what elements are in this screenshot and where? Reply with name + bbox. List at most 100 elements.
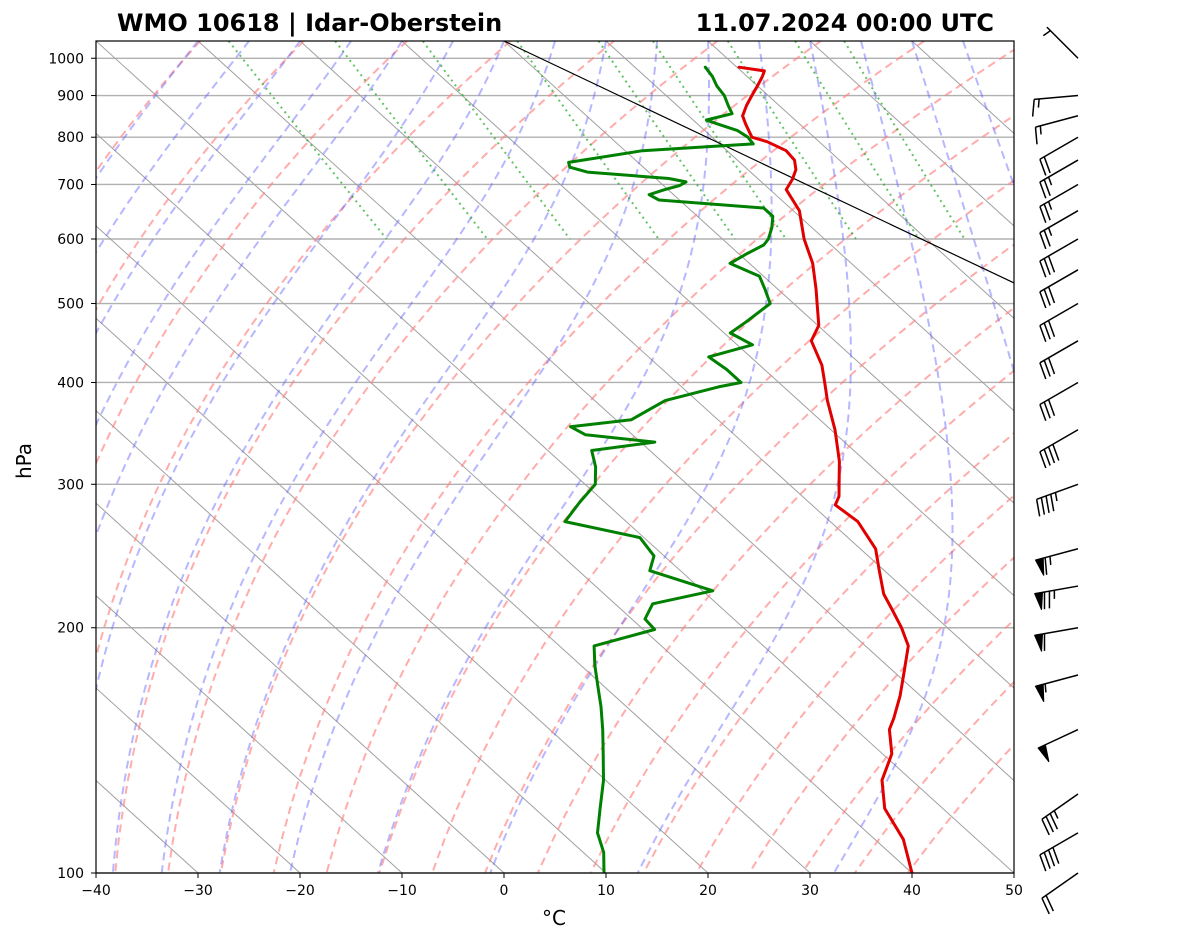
dry-adiabat-line — [589, 369, 1014, 873]
moist-adiabat-line — [96, 41, 301, 336]
wind-barb — [1039, 429, 1079, 469]
isotherm-line — [96, 317, 709, 873]
dry-adiabat-line — [96, 41, 305, 312]
y-tick-label: 300 — [57, 477, 84, 493]
plot-frame — [95, 40, 1015, 874]
moist-adiabat-line — [160, 41, 556, 873]
parcel-line — [503, 41, 1014, 284]
temperature-profile-line — [737, 65, 914, 873]
isotherm-line — [809, 41, 1014, 227]
wind-barb — [1039, 269, 1079, 309]
dry-adiabat-line — [272, 41, 925, 873]
moist-adiabat-line — [96, 41, 352, 428]
wind-barb — [1042, 26, 1079, 59]
isotherm-line — [96, 41, 1014, 873]
dry-adiabat-line — [96, 41, 512, 661]
moist-adiabat-line — [289, 41, 658, 873]
isotherm-line — [503, 41, 1014, 504]
dry-adiabat-line — [801, 618, 1014, 873]
dry-adiabat-line — [853, 680, 1014, 873]
isotherm-line — [96, 594, 403, 873]
isotherm-line — [96, 225, 811, 873]
x-tick-label: 40 — [903, 883, 921, 899]
wind-barb — [1041, 872, 1079, 915]
wind-barb — [1041, 793, 1079, 836]
dry-adiabat-line — [748, 556, 1014, 873]
dewpoint-profile-line — [563, 65, 775, 873]
x-tick-label: 50 — [1005, 883, 1023, 899]
isotherm-line — [96, 132, 913, 873]
mixing-ratio-line — [334, 41, 489, 240]
isotherm-line — [96, 687, 301, 873]
x-tick-label: −20 — [285, 883, 315, 899]
dry-adiabat-line — [96, 41, 408, 466]
y-tick-label: 100 — [57, 866, 84, 882]
y-tick-label: 600 — [57, 232, 84, 248]
y-tick-label: 700 — [57, 177, 84, 193]
mixing-ratio-line — [794, 41, 920, 240]
y-tick-label: 1000 — [48, 51, 84, 67]
isotherm-line — [401, 41, 1014, 597]
wind-barb — [1034, 674, 1079, 702]
chart-title-datetime: 11.07.2024 00:00 UTC — [696, 9, 994, 37]
wind-barb — [1039, 340, 1079, 380]
y-tick-label: 900 — [57, 89, 84, 105]
dry-adiabats — [96, 41, 1014, 873]
wind-barb — [1034, 115, 1079, 145]
moist-adiabat-line — [636, 41, 852, 873]
isotherm-line — [707, 41, 1014, 320]
dry-adiabat-line — [325, 48, 1014, 873]
wind-barb — [1033, 585, 1079, 610]
dry-adiabat-line — [431, 179, 1014, 873]
isotherm-line — [605, 41, 1014, 412]
moist-adiabat-line — [833, 41, 954, 873]
wind-barb — [1033, 627, 1079, 652]
dry-adiabat-line — [536, 306, 1014, 873]
y-tick-label: 500 — [57, 297, 84, 313]
moist-adiabat-line — [111, 41, 505, 873]
y-tick-label: 400 — [57, 375, 84, 391]
wind-barb — [1034, 548, 1079, 576]
wind-barb — [1031, 94, 1079, 117]
moist-adiabat-line — [96, 41, 250, 255]
y-tick-label: 200 — [57, 621, 84, 637]
wind-barb — [1039, 832, 1079, 872]
mixing-ratio-line — [227, 41, 388, 240]
sounding-profiles — [563, 65, 914, 873]
axis-ticks: −40 −30 −20 −10 0 10 20 30 40 50 1000 900 800 700 600 5… — [48, 51, 1023, 899]
moist-adiabat-line — [489, 41, 773, 873]
wind-barb — [1039, 183, 1079, 223]
dry-adiabat-line — [695, 494, 1014, 873]
isotherm-line — [96, 410, 607, 873]
chart-title-station: WMO 10618 | Idar-Oberstein — [117, 9, 502, 37]
x-tick-label: −10 — [387, 883, 417, 899]
dry-adiabat-line — [484, 243, 1014, 873]
parcel-line — [503, 41, 1014, 284]
y-axis-label: hPa — [12, 443, 36, 479]
y-tick-label: 800 — [57, 130, 84, 146]
pressure-gridlines — [96, 57, 1014, 874]
isotherm-line — [299, 41, 1014, 689]
x-tick-label: −30 — [183, 883, 213, 899]
mixing-ratio-line — [422, 41, 571, 240]
x-tick-label: 20 — [699, 883, 717, 899]
wind-barb — [1039, 381, 1079, 421]
mixing-ratio-line — [843, 41, 966, 240]
wind-barb — [1039, 238, 1079, 278]
isotherm-line — [96, 502, 505, 873]
wind-barb — [1039, 302, 1079, 343]
moist-adiabat-line — [911, 41, 1014, 375]
mixing-ratio-line — [597, 41, 736, 240]
moist-adiabats — [96, 41, 1014, 873]
dry-adiabat-line — [642, 432, 1014, 873]
x-tick-label: 0 — [500, 883, 509, 899]
mixing-ratio-line — [652, 41, 787, 240]
moist-adiabat-line — [376, 41, 710, 873]
moist-adiabat-line — [218, 41, 607, 873]
wind-barb — [1035, 483, 1079, 517]
dry-adiabat-line — [219, 41, 822, 873]
x-tick-label: −40 — [81, 883, 111, 899]
wind-barb — [1039, 210, 1079, 250]
dry-adiabat-line — [378, 114, 1014, 873]
moist-adiabat-line — [96, 41, 403, 539]
